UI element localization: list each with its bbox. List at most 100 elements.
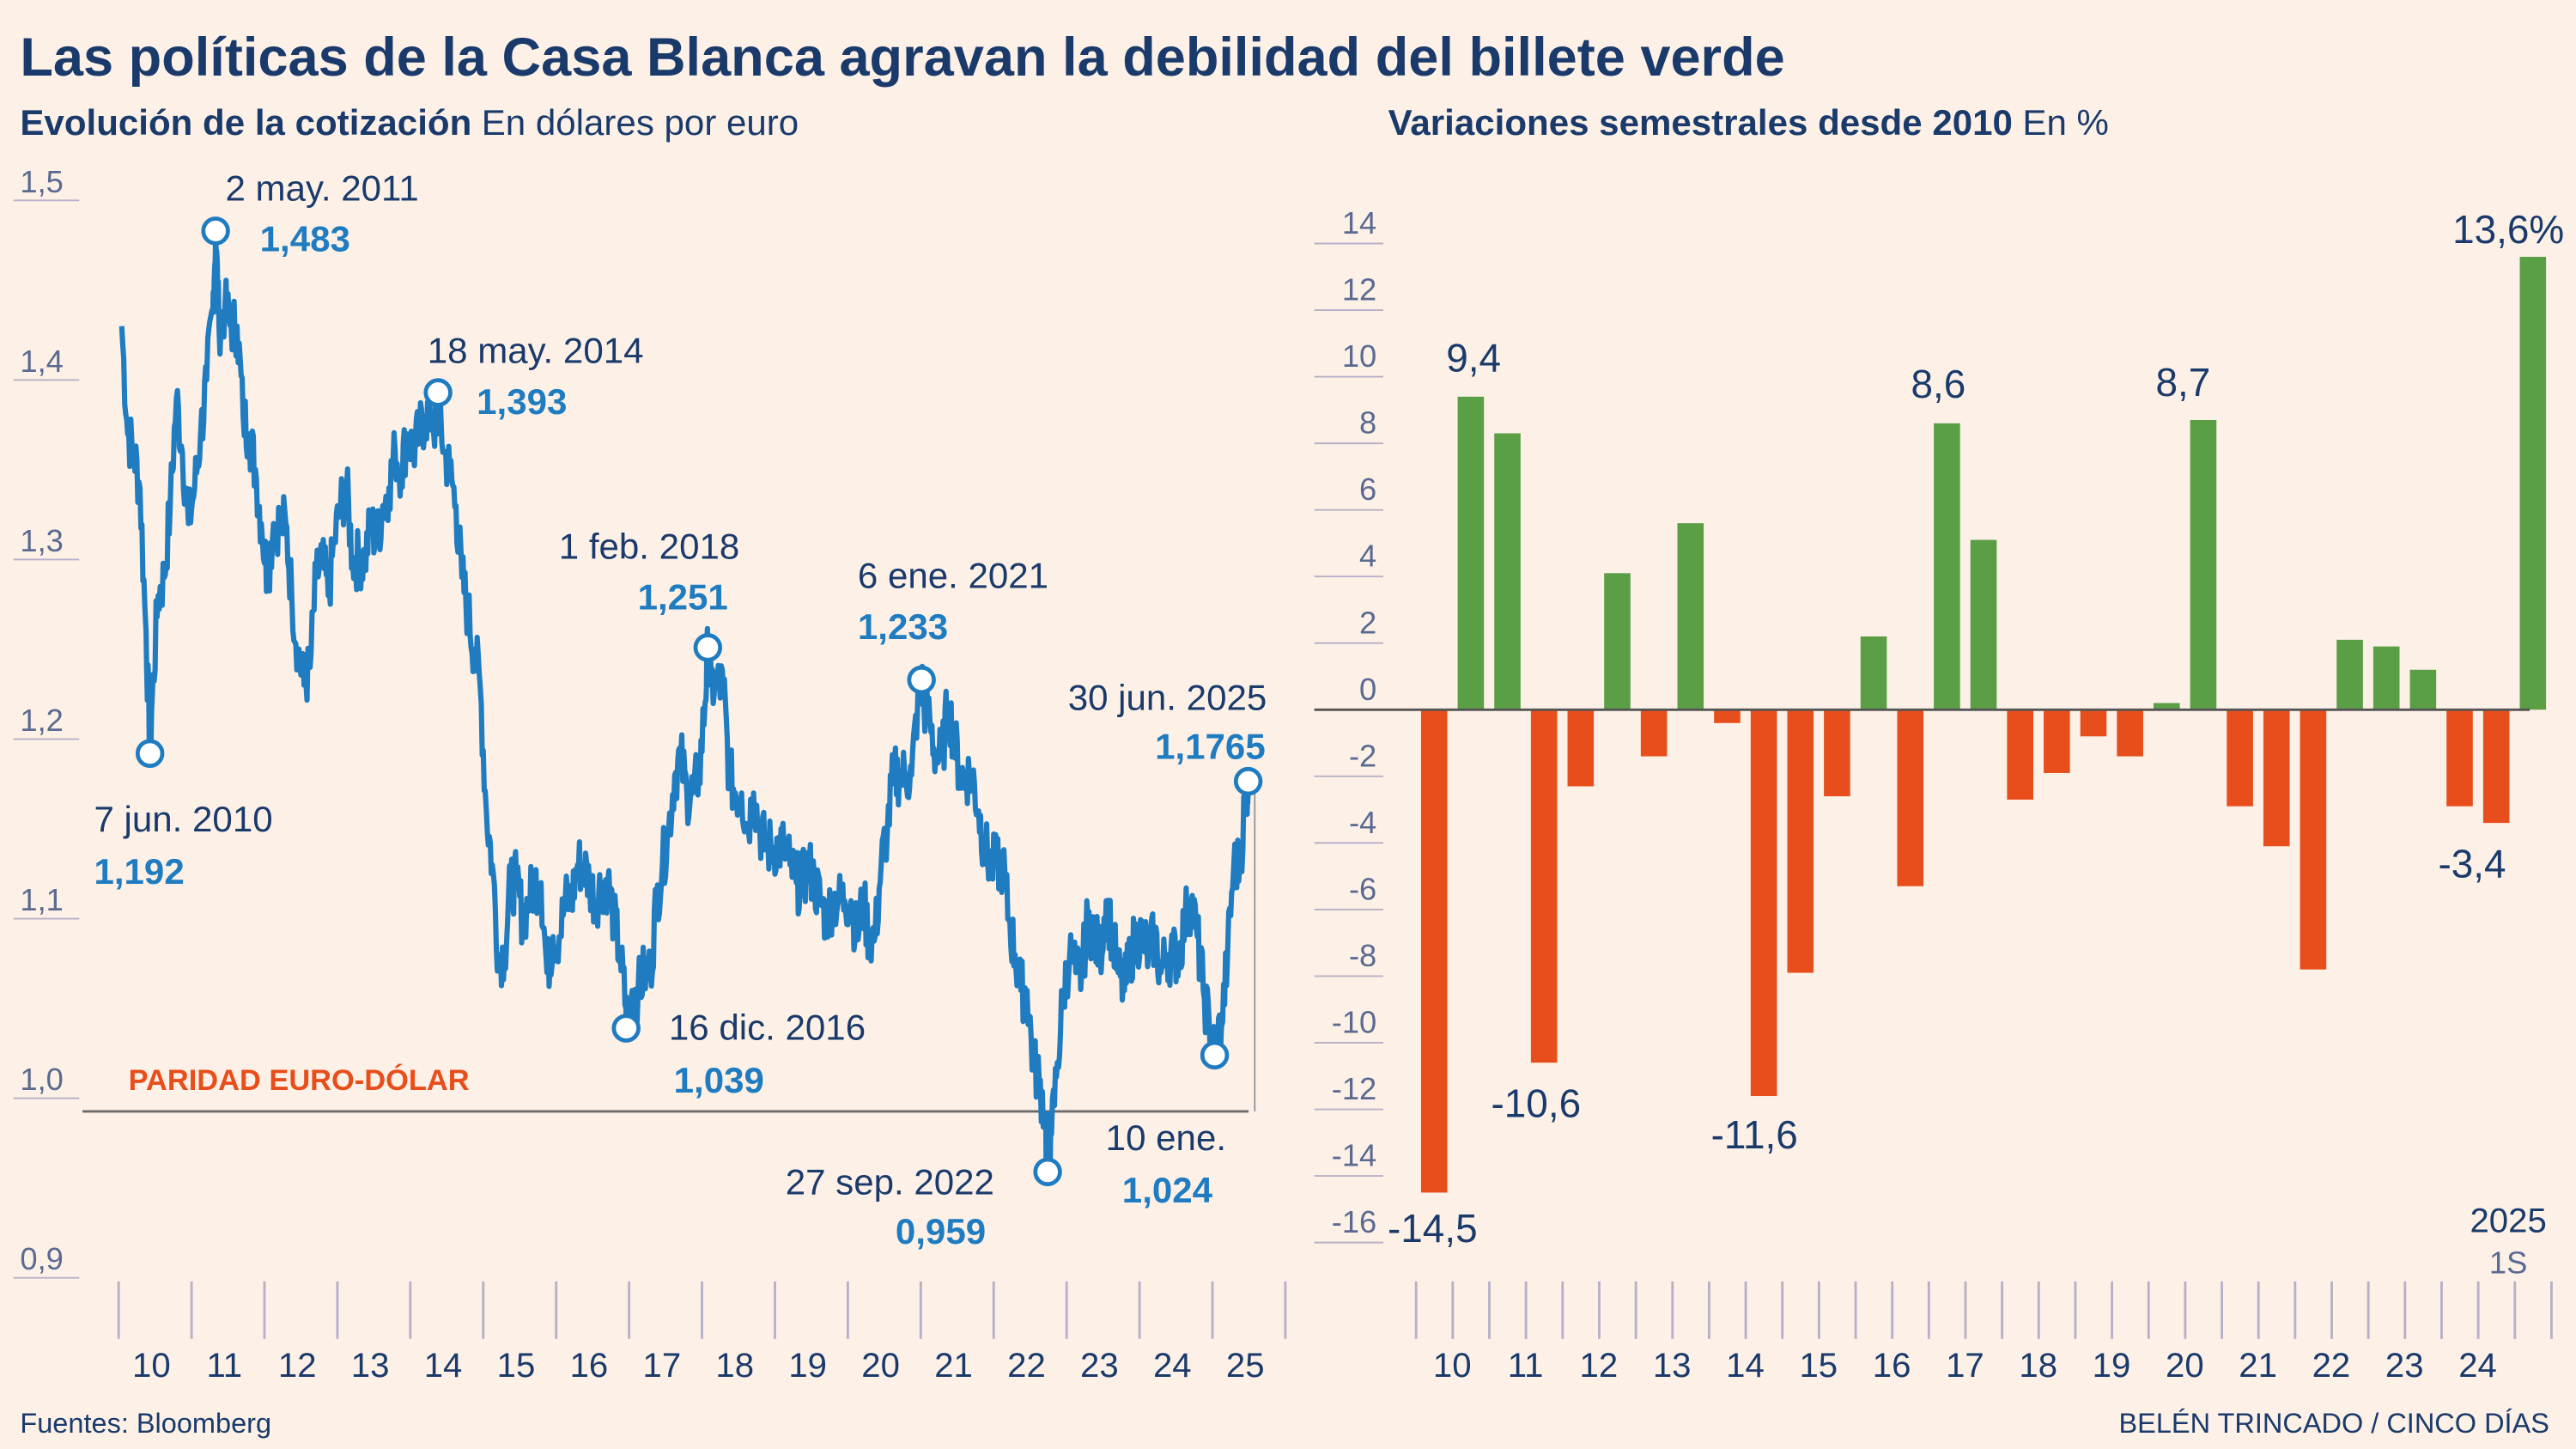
x-tick-label: 21 <box>934 1346 973 1385</box>
y-tick-label: -10 <box>1332 1005 1377 1040</box>
annotation-date: 6 ene. 2021 <box>858 556 1048 596</box>
bar-2024-2S <box>2482 709 2510 824</box>
bar-2017-2S <box>1970 539 1997 710</box>
x-tick-label: 22 <box>2312 1346 2351 1385</box>
bar-2010-2S <box>1457 396 1485 710</box>
annotation-value: 0,959 <box>896 1211 986 1251</box>
x-tick-label: 14 <box>424 1346 463 1385</box>
y-tick-label: -8 <box>1349 938 1376 973</box>
annotation-marker <box>201 216 230 246</box>
bar-2020-1S <box>2153 703 2180 710</box>
y-tick-label: -12 <box>1332 1071 1377 1106</box>
y-tick-label: 2 <box>1359 605 1376 640</box>
annotation-value: 1,1765 <box>1155 727 1266 767</box>
bar-data-label: -14,5 <box>1388 1206 1478 1251</box>
eur-usd-line <box>118 228 1251 1184</box>
x-tick-label: 17 <box>643 1346 682 1385</box>
annotation-date: 30 jun. 2025 <box>1068 677 1267 717</box>
annotation-date: 16 dic. 2016 <box>669 1008 866 1048</box>
x-tick-label: 10 <box>132 1346 171 1385</box>
bar-data-label: -10,6 <box>1492 1081 1582 1126</box>
bar-2012-1S <box>1567 709 1595 787</box>
y-tick-label: 0 <box>1359 672 1376 707</box>
annotation-date: 27 sep. 2022 <box>786 1162 994 1202</box>
y-tick-label: -16 <box>1332 1204 1377 1239</box>
annotation-marker <box>611 1014 641 1043</box>
line-chart-subtitle: En dólares por euro <box>482 102 799 143</box>
y-tick-label: -4 <box>1349 805 1376 840</box>
y-tick-label: 0,9 <box>20 1241 64 1276</box>
annotation-date: 1 feb. 2018 <box>559 526 740 566</box>
y-tick-label: 8 <box>1359 405 1376 441</box>
bar-2023-1S <box>2372 646 2400 710</box>
bar-data-label: 8,6 <box>1911 362 1966 406</box>
source-note: Fuentes: Bloomberg <box>20 1408 271 1439</box>
bar-data-label: -11,6 <box>1711 1112 1798 1157</box>
bar-data-label: 13,6% <box>2452 207 2564 252</box>
annotation-value: 1,024 <box>1122 1170 1213 1210</box>
bar-2018-2S <box>2044 709 2070 773</box>
credit-note: BELÉN TRINCADO / CINCO DÍAS <box>2119 1408 2549 1439</box>
annotation-marker <box>1033 1157 1062 1187</box>
x-tick-label: 15 <box>1799 1346 1838 1385</box>
bar-2022-1S <box>2300 709 2327 970</box>
x-tick-label: 18 <box>2019 1346 2057 1385</box>
bar-2015-2S <box>1824 709 1850 797</box>
x-tick-label: 22 <box>1007 1346 1046 1385</box>
bar-2019-1S <box>2080 709 2107 737</box>
annotation-date: 10 ene. <box>1106 1117 1226 1158</box>
annotation-value: 1,039 <box>674 1060 764 1100</box>
x-tick-label: 20 <box>861 1346 900 1385</box>
annotation-value: 1,251 <box>638 577 728 618</box>
x-tick-label: 13 <box>1653 1346 1692 1385</box>
bar-2018-1S <box>2007 709 2033 800</box>
annotation-value: 1,233 <box>858 606 948 647</box>
bar-2022-2S <box>2336 639 2363 710</box>
bar-2017-1S <box>1934 423 1960 710</box>
y-tick-label: 10 <box>1342 338 1376 374</box>
x-tick-label: 18 <box>715 1346 754 1385</box>
x-tick-label: 19 <box>788 1346 827 1385</box>
bar-2011-2S <box>1530 709 1558 1063</box>
x-tick-label: 17 <box>1946 1346 1984 1385</box>
y-tick-label: 1,4 <box>20 344 64 379</box>
y-tick-label: -2 <box>1349 738 1376 773</box>
annotation-marker <box>907 665 936 695</box>
x-tick-label: 12 <box>278 1346 317 1385</box>
annotation-marker <box>135 739 165 768</box>
bar-2015-1S <box>1787 709 1814 973</box>
bar-2013-2S <box>1677 523 1704 710</box>
x-tick-label: 10 <box>1433 1346 1472 1385</box>
x-tick-label: 24 <box>1153 1346 1192 1385</box>
bar-2014-2S <box>1750 709 1777 1097</box>
bar-2021-2S <box>2263 709 2290 847</box>
y-tick-label: 1,2 <box>20 703 64 738</box>
bar-2024-1S <box>2446 709 2473 807</box>
x-tick-label: 20 <box>2166 1346 2204 1385</box>
y-tick-label: 6 <box>1359 472 1376 507</box>
y-tick-label: 4 <box>1359 539 1376 574</box>
x-tick-label: 19 <box>2093 1346 2131 1385</box>
y-tick-label: 1,1 <box>20 882 64 917</box>
x-tick-label: 16 <box>1873 1346 1911 1385</box>
annotation-value: 1,483 <box>260 219 350 259</box>
bar-2025-1S <box>2519 257 2547 710</box>
annotation-marker <box>693 633 723 662</box>
bar-data-label: 8,7 <box>2156 360 2211 405</box>
bar-2023-2S <box>2409 669 2437 710</box>
bar-2013-1S <box>1640 709 1668 757</box>
bar-2014-1S <box>1714 709 1741 723</box>
last-semester-label: 1S <box>2489 1245 2527 1280</box>
x-tick-label: 12 <box>1580 1346 1619 1385</box>
bar-data-label: 9,4 <box>1446 335 1501 380</box>
bar-2016-2S <box>1897 709 1924 886</box>
x-tick-label: 23 <box>1080 1346 1119 1385</box>
bar-2019-2S <box>2117 709 2143 757</box>
annotation-marker <box>1233 766 1263 796</box>
bar-data-label: -3,4 <box>2439 841 2506 886</box>
y-tick-label: 14 <box>1342 205 1376 240</box>
bar-2012-2S <box>1604 573 1631 710</box>
x-tick-label: 25 <box>1226 1346 1265 1385</box>
